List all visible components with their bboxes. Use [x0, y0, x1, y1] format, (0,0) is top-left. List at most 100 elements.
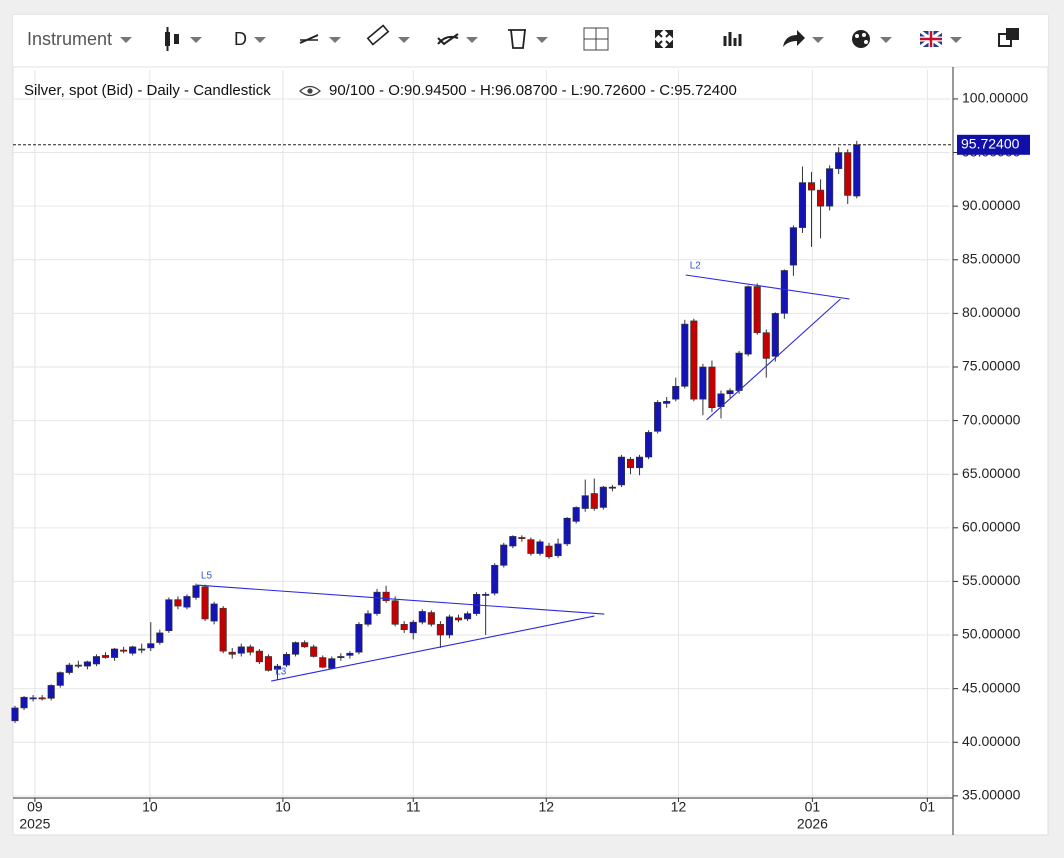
dropdown-caret[interactable]: [120, 37, 132, 43]
theme-button[interactable]: [852, 30, 892, 48]
candle-body: [500, 544, 508, 566]
candle-body: [310, 646, 318, 657]
popout-button[interactable]: [998, 28, 1019, 47]
x-tick-label: 01: [805, 799, 821, 815]
period-button[interactable]: D: [234, 29, 247, 49]
candle-body: [654, 402, 662, 432]
candle-body: [337, 656, 345, 658]
fullscreen-button[interactable]: [655, 30, 673, 48]
pattern-button[interactable]: [437, 33, 478, 46]
candle-body: [473, 593, 481, 614]
chart-info-values: 90/100 - O:90.94500 - H:96.08700 - L:90.…: [329, 82, 737, 99]
candle-body: [681, 323, 689, 387]
candle-body: [65, 664, 73, 673]
candle-body: [319, 657, 327, 668]
candle-body: [780, 270, 788, 314]
candle-body: [817, 189, 825, 207]
icon: [1006, 28, 1019, 40]
icon: [366, 24, 390, 46]
y-tick-label: 70.00000: [962, 411, 1021, 427]
crosshair-button[interactable]: [583, 27, 609, 51]
candle-body: [400, 624, 408, 630]
candle-body: [454, 617, 463, 621]
candle-body: [355, 624, 363, 653]
indicators-button[interactable]: [723, 32, 742, 46]
candle-body: [527, 539, 535, 554]
dropdown-caret: [190, 37, 202, 43]
y-tick-label: 60.00000: [962, 519, 1021, 535]
y-tick-label: 65.00000: [962, 465, 1021, 481]
measure-button[interactable]: [366, 24, 410, 46]
flag: [920, 31, 942, 47]
candle-body: [237, 646, 245, 654]
candle-body: [120, 649, 128, 652]
dropdown-caret: [812, 37, 824, 43]
candle-body: [382, 591, 390, 602]
dropdown-caret: [329, 37, 341, 43]
candle-body: [38, 697, 46, 700]
icon: [508, 29, 526, 49]
icon: [862, 33, 866, 37]
candle-body: [20, 696, 28, 709]
eye-icon[interactable]: [299, 85, 321, 97]
dropdown-caret: [950, 37, 962, 43]
candle-body: [210, 603, 218, 622]
candle-body: [635, 456, 644, 469]
line-tool-button[interactable]: [299, 34, 341, 44]
candle-body: [491, 565, 499, 594]
candle-body: [373, 591, 381, 614]
candle-body: [545, 545, 553, 558]
candle-body: [219, 607, 227, 652]
candle-body: [246, 646, 254, 653]
candle-body: [11, 707, 19, 722]
candle-body: [581, 495, 589, 509]
language-button[interactable]: [919, 29, 962, 49]
candle-body: [645, 432, 653, 458]
dropdown-caret[interactable]: [254, 37, 266, 43]
x-tick-label: 09: [27, 799, 43, 815]
y-tick-label: 55.00000: [962, 572, 1021, 588]
dropdown-caret: [466, 37, 478, 43]
candle-body: [590, 493, 598, 509]
x-tick-label: 12: [539, 799, 555, 815]
candle-body: [156, 632, 164, 643]
y-tick-label: 50.00000: [962, 626, 1021, 642]
trend-line-label: L2: [690, 261, 702, 272]
candle-body: [853, 144, 861, 197]
share-button[interactable]: [783, 30, 824, 47]
toolbar: Instrument D: [13, 15, 1048, 68]
y-tick-label: 90.00000: [962, 197, 1021, 213]
candle-body: [608, 486, 616, 489]
candle-body: [427, 612, 435, 625]
candle-body: [771, 313, 779, 357]
candle-body: [464, 613, 472, 620]
candle-body: [92, 656, 101, 665]
last-price-label: 95.72400: [961, 135, 1020, 151]
icon: [174, 34, 179, 44]
candle-body: [129, 646, 137, 654]
candle-body: [563, 517, 571, 545]
candle-body: [83, 661, 91, 667]
candle-body: [708, 366, 716, 409]
candle-body: [536, 541, 544, 554]
delete-button[interactable]: [508, 29, 548, 49]
candle-body: [192, 585, 200, 598]
candle-body: [111, 648, 119, 658]
candle-body: [409, 621, 417, 634]
candle-body: [699, 366, 707, 400]
instrument-button[interactable]: Instrument: [27, 29, 112, 49]
candle-body: [56, 672, 64, 686]
plot-area: L5 L3 L2: [11, 70, 950, 798]
x-year-label: 2025: [19, 816, 50, 832]
candle-body: [663, 400, 671, 404]
candle-body: [273, 665, 282, 670]
x-tick-label: 11: [406, 799, 421, 815]
icon: [299, 34, 319, 44]
icon: [783, 30, 805, 47]
candle-body: [844, 152, 852, 196]
candle-body: [228, 651, 236, 655]
candle-body: [174, 599, 182, 607]
candle-type-button[interactable]: [165, 27, 202, 51]
candle-body: [835, 152, 843, 169]
